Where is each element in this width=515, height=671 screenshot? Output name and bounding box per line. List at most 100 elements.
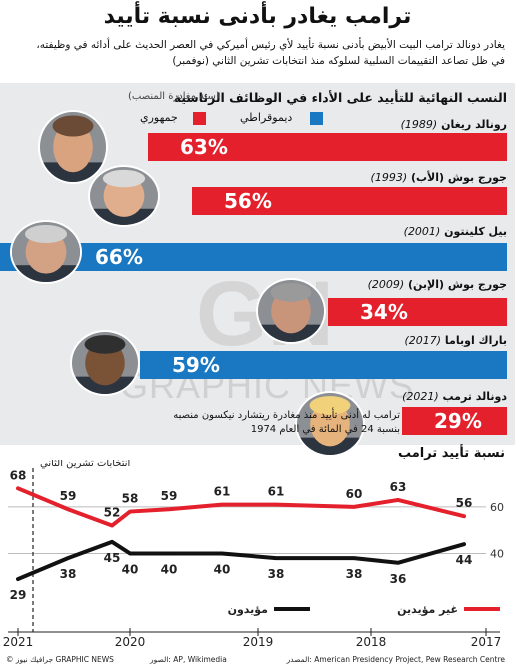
approval-bar (140, 351, 507, 379)
data-label: 61 (214, 485, 231, 499)
footer-credit: © جرافيك نيوز GRAPHIC NEWS (6, 655, 114, 664)
data-point (66, 556, 70, 560)
chart-title: نسبة تأييد ترامب (397, 446, 505, 461)
president-name-row: دونالد ترمب (2021) (402, 390, 507, 403)
president-name-row: جورج بوش (الأب) (1993) (371, 171, 507, 184)
approval-percent: 34% (360, 300, 408, 324)
president-year: (1993) (370, 171, 408, 184)
president-name-row: باراك اوباما (2017) (404, 334, 507, 347)
y-tick-label: 60 (490, 501, 504, 514)
chart-x-axis: 2017 2018 2019 2020 2021 (3, 628, 502, 649)
data-label: 38 (346, 567, 363, 581)
x-tick-label: 2018 (356, 635, 387, 649)
data-point (462, 514, 466, 518)
approval-bar (402, 407, 507, 435)
president-name-row: بيل كلينتون (2001) (404, 225, 507, 238)
data-label: 61 (268, 485, 285, 499)
x-tick-label: 2017 (471, 635, 502, 649)
president-year: (2021) (402, 390, 439, 403)
x-tick-label: 2021 (3, 635, 34, 649)
data-point (167, 551, 171, 555)
approval-percent: 29% (434, 409, 482, 433)
president-name: جورج بوش (الأب) (410, 171, 507, 184)
nixon-note: ترامب له أدنى تأييد منذ مغادرة ريتشارد ن… (112, 409, 400, 437)
data-label: 38 (60, 567, 77, 581)
data-point (16, 486, 20, 490)
approval-bar (0, 243, 507, 271)
data-label: 63 (390, 480, 407, 494)
approval-percent: 63% (180, 135, 228, 159)
data-point (274, 503, 278, 507)
president-name-row: جورج بوش (الإبن) (2009) (368, 278, 507, 291)
chart-legend: غير مؤيدين مؤيدون (228, 603, 500, 616)
approval-line-chart: 40 60 انتخابات تشرين الثاني 56 63 60 61 61 59 58… (3, 460, 504, 649)
legend-republican-swatch (193, 112, 206, 125)
data-point (352, 556, 356, 560)
data-point (220, 551, 224, 555)
president-year: (2017) (404, 334, 442, 347)
data-label: 38 (268, 567, 285, 581)
data-point (110, 540, 114, 544)
data-point (110, 524, 114, 528)
data-point (66, 507, 70, 511)
legend-republican-label: جمهوري (140, 111, 178, 124)
data-point (128, 510, 132, 514)
legend-democrat-label: ديموقراطي (240, 111, 293, 124)
nixon-note-line-1: ترامب له أدنى تأييد منذ مغادرة ريتشارد ن… (173, 410, 400, 421)
data-label: 56 (456, 496, 473, 510)
x-tick-label: 2019 (243, 635, 274, 649)
subtitle-line-1: يغادر دونالد ترامب البيت الأبيض بأدنى نس… (36, 39, 505, 51)
chart-grid: 40 60 انتخابات تشرين الثاني (8, 460, 504, 632)
footer-source: المصدر: American Presidency Project, Pew… (286, 655, 505, 664)
data-label: 45 (104, 551, 121, 565)
data-label: 40 (214, 562, 231, 576)
data-point (220, 503, 224, 507)
series-line (16, 539, 466, 582)
approval-bar (192, 187, 507, 215)
y-tick-label: 40 (490, 547, 504, 560)
data-label: 59 (161, 489, 178, 503)
data-label: 29 (10, 588, 27, 602)
data-label: 68 (10, 468, 27, 482)
data-label: 40 (122, 562, 139, 576)
series-line (16, 486, 466, 528)
president-name: بيل كلينتون (444, 225, 507, 238)
data-point (16, 577, 20, 581)
president-photo (88, 165, 160, 227)
panel-note: (سنة مغادرة المنصب) (128, 91, 220, 102)
nixon-note-line-2: بنسبة 24 في المائة في العام 1974 (250, 424, 400, 435)
president-year: (1989) (400, 118, 438, 131)
footer-pictures: الصور: AP, Wikimedia (150, 655, 227, 664)
data-point (396, 561, 400, 565)
x-tick-label: 2020 (115, 635, 146, 649)
president-photo (70, 330, 140, 396)
approval-percent: 56% (224, 189, 272, 213)
president-photo (256, 278, 326, 344)
data-label: 60 (346, 487, 363, 501)
president-name: رونالد ريغان (441, 118, 507, 131)
chart-lines (16, 486, 466, 582)
president-photo (38, 110, 108, 184)
president-photo (295, 391, 365, 457)
data-point (396, 498, 400, 502)
data-label: 58 (122, 492, 139, 506)
data-point (462, 542, 466, 546)
data-label: 52 (104, 506, 121, 520)
election-annotation: انتخابات تشرين الثاني (40, 460, 130, 469)
data-label: 36 (390, 572, 407, 586)
data-label: 59 (60, 489, 77, 503)
president-year: (2001) (403, 225, 441, 238)
legend-approve-label: مؤيدون (228, 603, 268, 616)
approval-percent: 59% (172, 353, 220, 377)
data-point (128, 551, 132, 555)
data-point (167, 507, 171, 511)
president-name: دونالد ترمب (442, 390, 508, 403)
president-name: جورج بوش (الإبن) (408, 278, 507, 291)
panel-title: النسب النهائية للتأييد على الأداء في الو… (173, 90, 507, 105)
legend-disapprove-label: غير مؤيدين (397, 603, 458, 616)
data-point (274, 556, 278, 560)
subtitle-line-2: في ظل تصاعد التقييمات السلبية لسلوكه منذ… (172, 55, 505, 67)
president-name: باراك اوباما (444, 334, 507, 347)
approval-percent: 66% (95, 245, 143, 269)
